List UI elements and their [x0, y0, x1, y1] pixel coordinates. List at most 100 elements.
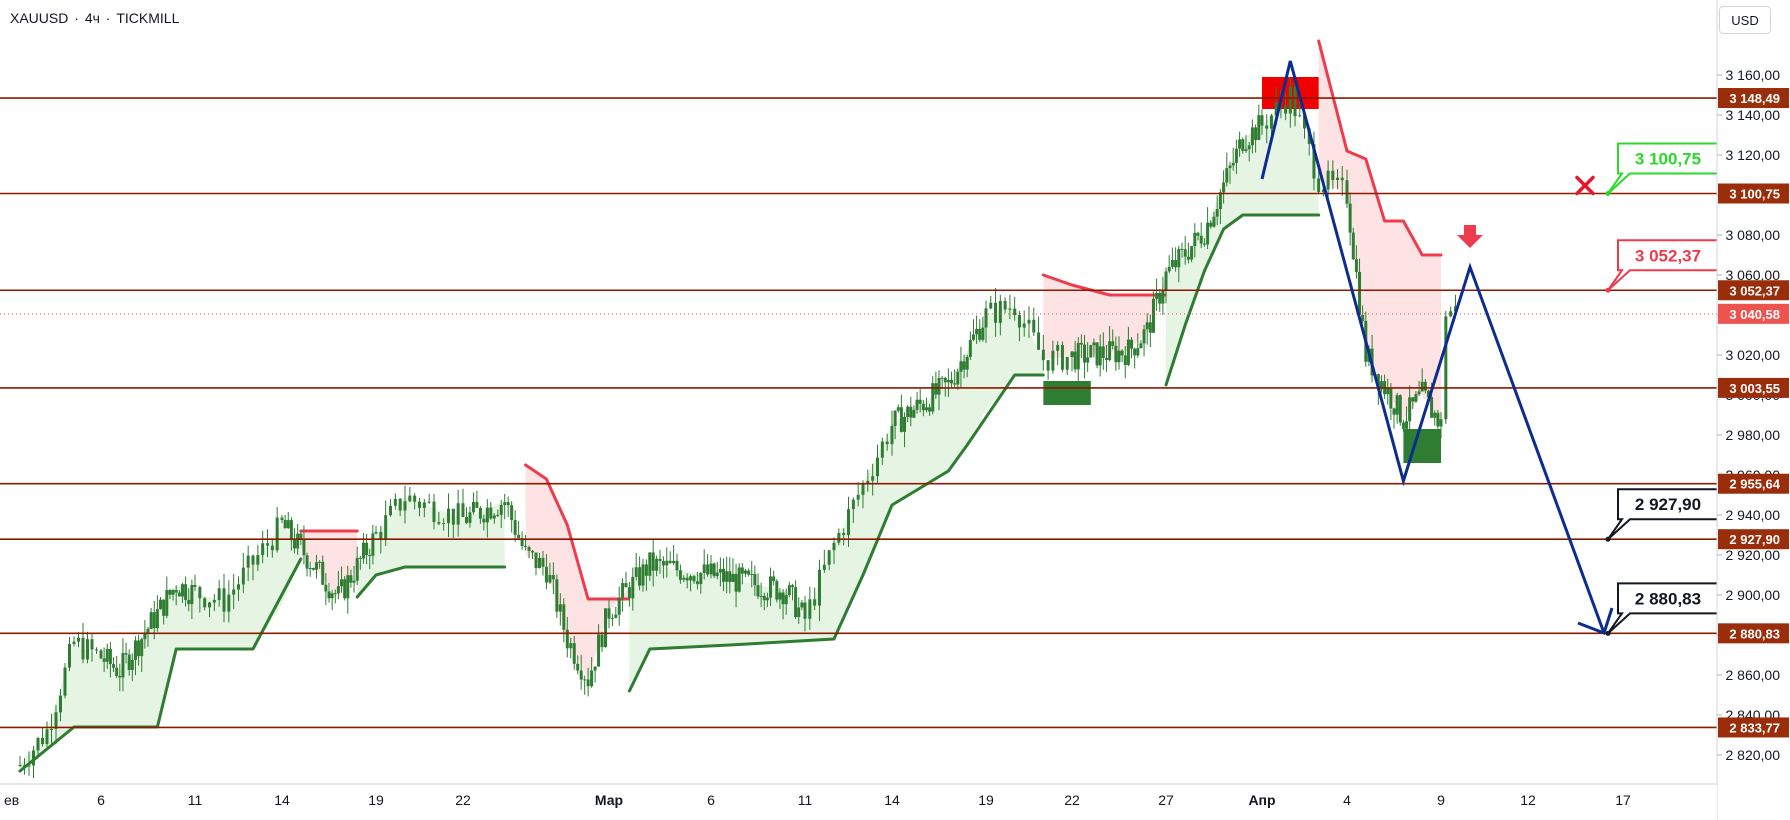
time-tick-label: 17: [1615, 792, 1631, 808]
candle-body: [1444, 316, 1448, 420]
candle-body: [740, 567, 744, 574]
candle-body: [118, 676, 122, 678]
trailing-stop-down: [1317, 39, 1443, 257]
candle-body: [461, 503, 465, 518]
candle-body: [931, 383, 935, 412]
price-tick-label: 2 900,00: [1726, 587, 1781, 603]
candle-body: [655, 558, 659, 571]
title-separator: ·: [74, 10, 79, 26]
candle-body: [1032, 319, 1036, 333]
candle-body: [943, 377, 947, 383]
candle-body: [336, 586, 340, 594]
candle-body: [937, 377, 941, 395]
candle-body: [1238, 139, 1242, 149]
candle-body: [293, 540, 297, 549]
candle-body: [1398, 395, 1402, 423]
callout-anchor: [1605, 536, 1611, 542]
price-tick-label: 3 020,00: [1726, 347, 1781, 363]
candle-body: [876, 457, 879, 477]
candle-body: [638, 567, 642, 586]
candle-body: [108, 648, 112, 665]
candle-body: [610, 617, 614, 619]
candle-body: [261, 543, 265, 556]
candle-body: [1008, 308, 1012, 310]
candle-body: [880, 441, 884, 458]
candle-body: [365, 542, 369, 556]
candle-body: [1095, 342, 1099, 366]
currency-button[interactable]: USD: [1719, 6, 1771, 34]
candle-body: [330, 593, 334, 599]
candle-body: [1120, 350, 1124, 356]
candle-body: [921, 403, 925, 411]
candle-body: [1257, 115, 1261, 140]
candle-body: [648, 552, 652, 576]
candle-body: [772, 576, 776, 581]
candle-body: [794, 587, 798, 618]
time-tick-label: 14: [884, 792, 900, 808]
candle-body: [899, 407, 903, 432]
candle-body: [333, 593, 337, 595]
candle-body: [586, 679, 590, 687]
callout-anchor: [1605, 287, 1611, 293]
candle-body: [121, 653, 125, 678]
candle-body: [672, 560, 676, 564]
candle-body: [940, 377, 944, 379]
candle-body: [847, 509, 850, 536]
candle-body: [1098, 346, 1102, 366]
candle-body: [787, 585, 791, 596]
candle-body: [1449, 311, 1453, 317]
candle-body: [617, 597, 621, 615]
candle-body: [1117, 350, 1121, 363]
time-tick-label: 11: [188, 792, 203, 808]
candle-body: [427, 501, 431, 503]
candle-body: [1133, 348, 1137, 356]
candle-body: [984, 308, 988, 328]
candle-body: [371, 533, 375, 556]
candle-body: [180, 584, 184, 597]
candle-body: [393, 498, 397, 506]
time-tick-label: Мар: [595, 792, 623, 808]
candles: [18, 77, 1457, 778]
candle-body: [152, 612, 156, 629]
candle-body: [909, 406, 913, 418]
candle-body: [753, 574, 757, 586]
trailing-stop-up: [1164, 213, 1321, 387]
candle-body: [583, 679, 587, 681]
level-price-label: 3 100,75: [1729, 187, 1780, 202]
candle-body: [569, 643, 573, 649]
trailing-stop-down: [524, 463, 631, 601]
price-tick-label: 2 860,00: [1726, 667, 1781, 683]
candle-body: [1101, 346, 1105, 358]
candle-body: [527, 547, 531, 551]
candle-body: [143, 634, 147, 640]
candle-body: [241, 567, 245, 585]
candle-body: [1022, 323, 1026, 328]
price-tick-label: 3 060,00: [1726, 267, 1781, 283]
candle-body: [456, 503, 460, 525]
candle-body: [124, 653, 128, 655]
candle-body: [237, 584, 240, 590]
candle-body: [503, 502, 507, 505]
candle-body: [305, 555, 309, 569]
candle-body: [747, 570, 751, 575]
candle-body: [962, 361, 966, 370]
price-tick-label: 2 820,00: [1726, 747, 1781, 763]
trailing-stop-up: [355, 565, 507, 599]
candle-body: [478, 507, 482, 519]
candle-body: [168, 590, 172, 595]
candle-body: [827, 550, 831, 565]
candle-body: [1331, 170, 1335, 181]
candle-body: [464, 517, 468, 523]
candle-body: [604, 608, 608, 648]
candle-body: [496, 514, 500, 516]
candle-body: [689, 576, 693, 581]
price-callout: 3 052,37: [1605, 239, 1719, 293]
candle-body: [832, 542, 836, 551]
candle-body: [1083, 344, 1087, 363]
candle-body: [251, 555, 255, 565]
candle-body: [790, 585, 794, 588]
candle-body: [442, 523, 446, 525]
candle-body: [1303, 115, 1306, 129]
